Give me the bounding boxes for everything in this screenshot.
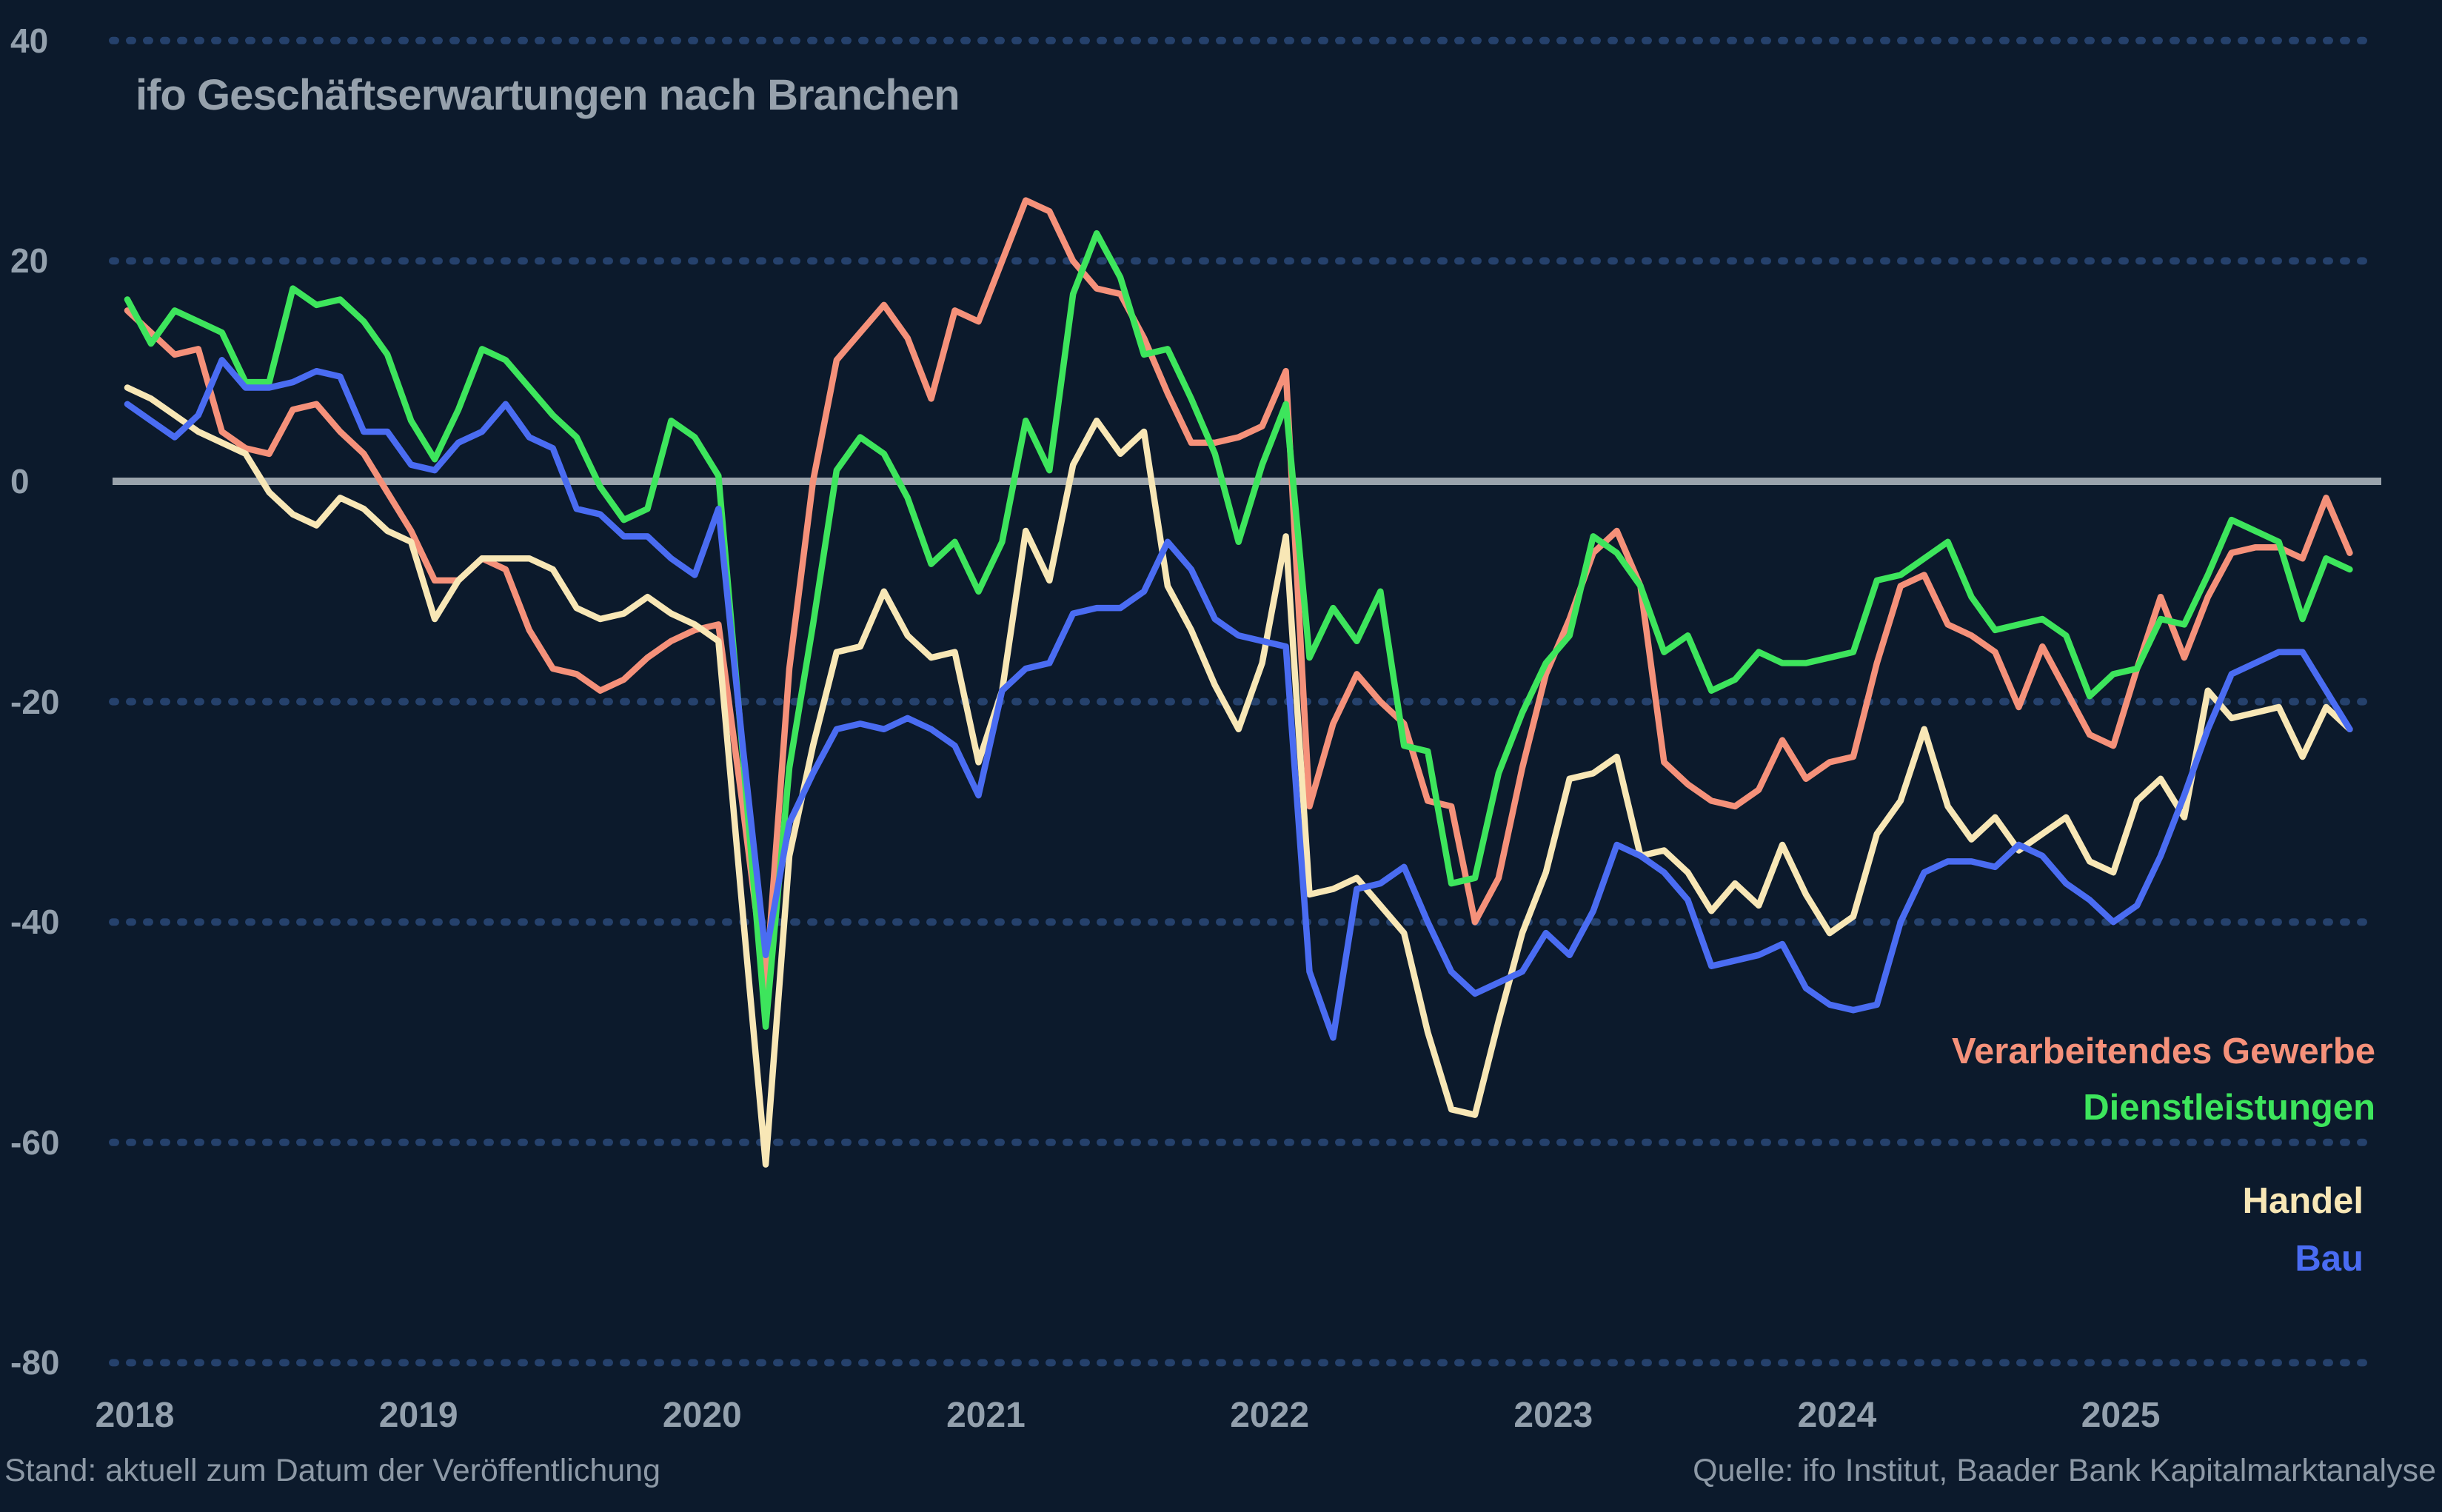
y-tick-label--40: -40 [10,903,60,942]
x-tick-label-2025: 2025 [2081,1396,2161,1435]
y-tick-label-40: 40 [10,21,49,60]
legend-label-bau: Bau [2295,1239,2364,1279]
y-tick-label-0: 0 [10,462,30,501]
x-tick-label-2021: 2021 [946,1396,1026,1435]
line-verarbeitendes-gewerbe [124,197,2353,991]
y-tick-label--60: -60 [10,1123,60,1162]
x-tick-label-2020: 2020 [662,1396,742,1435]
x-tick-label-2019: 2019 [378,1396,458,1435]
legend-label-handel: Handel [2242,1181,2364,1221]
y-tick-label-20: 20 [10,241,49,281]
chart-title: ifo Geschäftserwartungen nach Branchen [136,71,960,119]
x-tick-label-2022: 2022 [1230,1396,1310,1435]
source-note: Quelle: ifo Institut, Baader Bank Kapita… [1693,1453,2436,1488]
x-tick-label-2018: 2018 [95,1396,175,1435]
legend-label-dienstleistungen: Dienstleistungen [2083,1088,2375,1128]
line-handel [124,384,2353,1168]
x-tick-label-2023: 2023 [1513,1396,1593,1435]
status-note: Stand: aktuell zum Datum der Veröffentli… [4,1453,660,1488]
line-dienstleistungen [124,230,2353,1030]
y-tick-label--20: -20 [10,682,60,721]
legend-label-verarbeitendes-gewerbe: Verarbeitendes Gewerbe [1952,1031,2375,1071]
y-tick-label--80: -80 [10,1343,60,1382]
line-bau [124,357,2353,1041]
x-tick-label-2024: 2024 [1797,1396,1877,1435]
